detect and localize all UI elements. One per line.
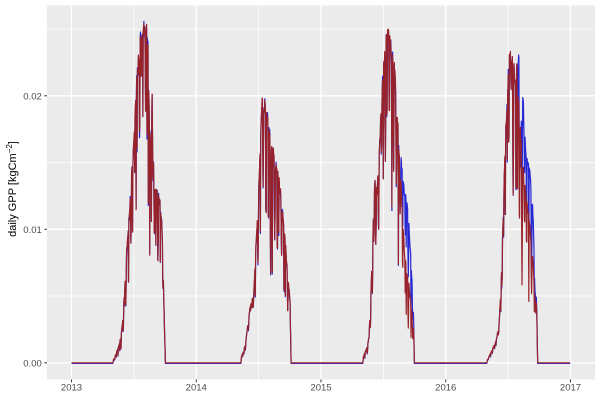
- svg-text:2013: 2013: [61, 383, 82, 394]
- svg-text:2017: 2017: [560, 383, 581, 394]
- svg-text:0.01: 0.01: [23, 225, 42, 236]
- svg-text:2016: 2016: [435, 383, 456, 394]
- svg-text:2015: 2015: [310, 383, 331, 394]
- svg-text:2014: 2014: [186, 383, 207, 394]
- svg-text:0.02: 0.02: [23, 92, 42, 103]
- svg-text:0.00: 0.00: [23, 359, 42, 370]
- svg-text:daily GPP [kgCm−2]: daily GPP [kgCm−2]: [5, 141, 19, 237]
